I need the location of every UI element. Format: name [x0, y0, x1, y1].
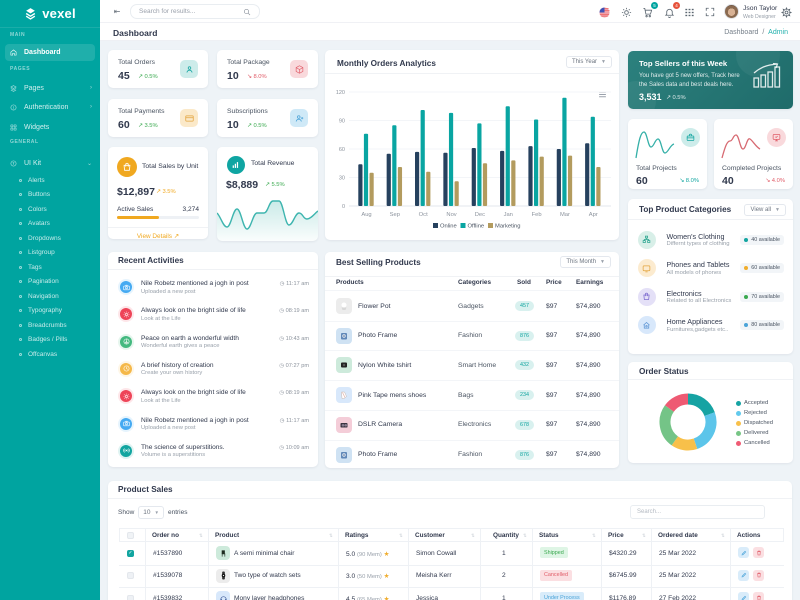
- svg-text:60: 60: [339, 147, 345, 153]
- svg-text:0: 0: [342, 204, 345, 210]
- svg-text:Nov: Nov: [446, 212, 456, 218]
- svg-text:Mar: Mar: [560, 212, 570, 218]
- svg-text:Marketing: Marketing: [495, 224, 520, 230]
- svg-text:Dec: Dec: [475, 212, 485, 218]
- svg-text:Offline: Offline: [468, 224, 485, 230]
- svg-text:Jan: Jan: [504, 212, 513, 218]
- svg-text:120: 120: [336, 90, 345, 96]
- svg-text:Aug: Aug: [361, 212, 371, 218]
- svg-text:90: 90: [339, 119, 345, 125]
- svg-text:Oct: Oct: [419, 212, 428, 218]
- svg-text:Online: Online: [440, 224, 457, 230]
- svg-text:Sep: Sep: [390, 212, 400, 218]
- svg-text:30: 30: [339, 176, 345, 182]
- svg-text:Apr: Apr: [589, 212, 598, 218]
- svg-text:Feb: Feb: [532, 212, 542, 218]
